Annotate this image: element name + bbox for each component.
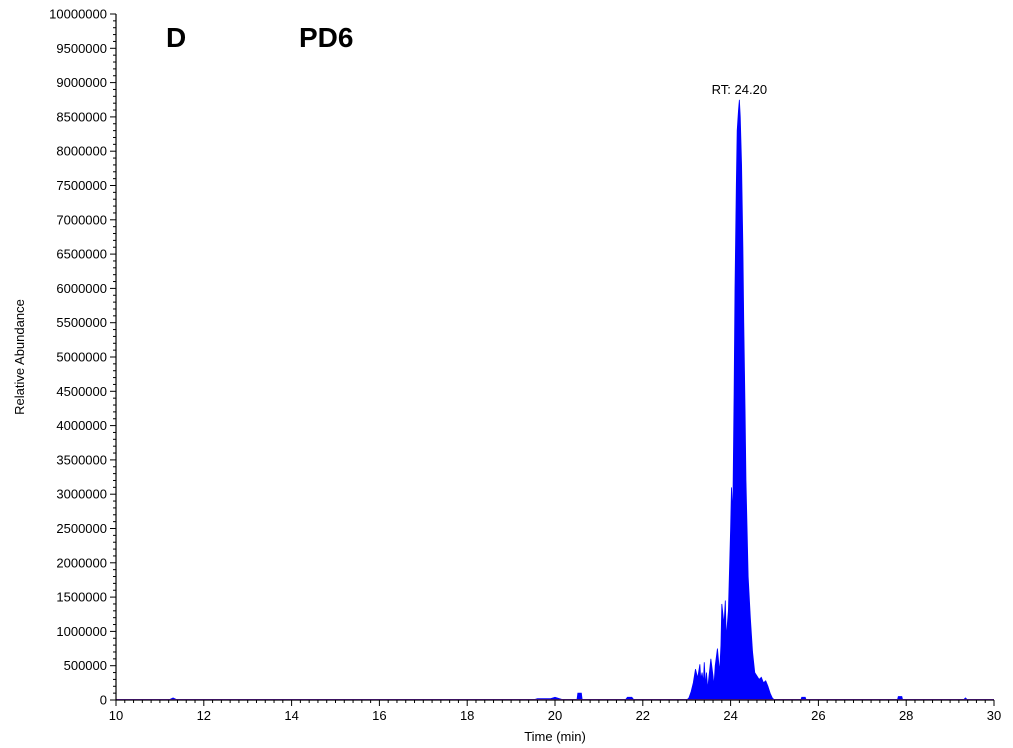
y-tick-label: 4500000 (56, 384, 107, 399)
y-tick-label: 2500000 (56, 521, 107, 536)
y-tick-label: 3000000 (56, 487, 107, 502)
x-axis-ticks: 10 12 14 16 18 20 22 24 26 28 30 (109, 700, 1001, 723)
x-tick-label: 18 (460, 708, 474, 723)
x-tick-label: 16 (372, 708, 386, 723)
y-tick-label: 4000000 (56, 418, 107, 433)
x-tick-label: 30 (987, 708, 1001, 723)
peak-annotation: RT: 24.20 (712, 82, 767, 97)
y-tick-label: 8500000 (56, 109, 107, 124)
x-axis-label: Time (min) (524, 729, 586, 744)
y-tick-label: 10000000 (49, 7, 107, 22)
sample-label: PD6 (299, 22, 354, 53)
x-tick-label: 24 (723, 708, 737, 723)
y-tick-label: 1500000 (56, 590, 107, 605)
y-tick-label: 5500000 (56, 315, 107, 330)
y-tick-label: 6000000 (56, 281, 107, 296)
chromatogram-trace (116, 99, 994, 701)
x-tick-label: 22 (636, 708, 650, 723)
y-tick-label: 1000000 (56, 624, 107, 639)
x-tick-label: 10 (109, 708, 123, 723)
y-tick-label: 7000000 (56, 212, 107, 227)
x-tick-label: 28 (899, 708, 913, 723)
y-tick-label: 6500000 (56, 247, 107, 262)
panel-letter: D (166, 22, 187, 53)
y-tick-label: 3500000 (56, 452, 107, 467)
trace-layer (116, 99, 994, 701)
y-tick-label: 9000000 (56, 75, 107, 90)
y-tick-label: 0 (100, 693, 107, 708)
y-tick-label: 8000000 (56, 144, 107, 159)
x-tick-label: 26 (811, 708, 825, 723)
y-axis-label: Relative Abundance (12, 299, 27, 415)
x-tick-label: 12 (197, 708, 211, 723)
x-tick-label: 14 (284, 708, 298, 723)
x-tick-label: 20 (548, 708, 562, 723)
y-tick-label: 7500000 (56, 178, 107, 193)
y-tick-label: 500000 (64, 658, 107, 673)
y-tick-label: 9500000 (56, 41, 107, 56)
y-axis-ticks: 0 500000 1000000 1500000 2000000 2500000 30000… (49, 7, 116, 708)
y-tick-label: 5000000 (56, 350, 107, 365)
y-tick-label: 2000000 (56, 555, 107, 570)
